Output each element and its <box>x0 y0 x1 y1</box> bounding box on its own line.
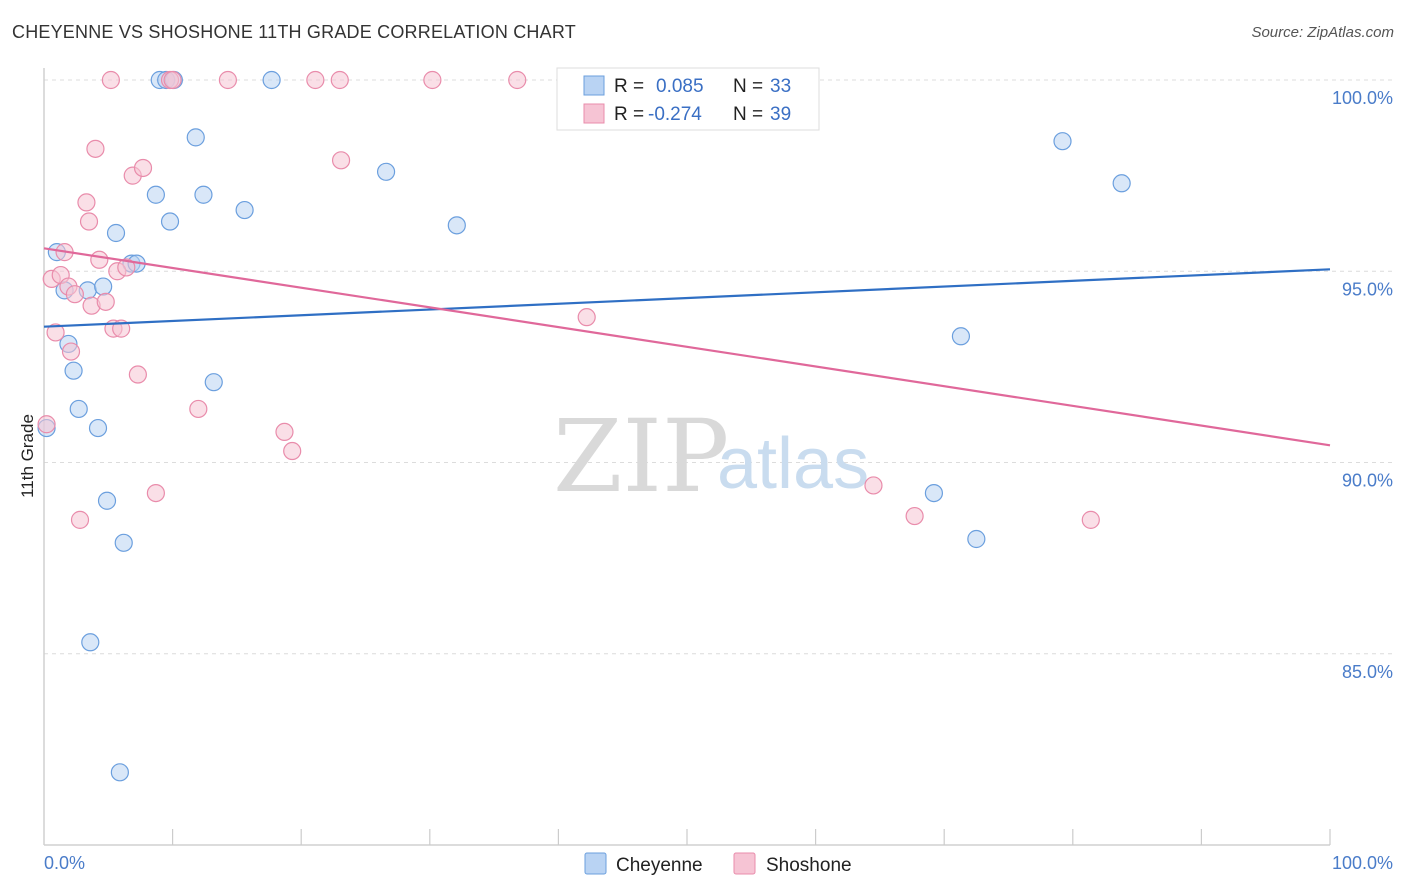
cheyenne-swatch <box>583 75 605 96</box>
cheyenne-point <box>951 327 971 346</box>
shoshone-point <box>330 70 349 90</box>
cheyenne-r-label: R = <box>614 76 644 97</box>
series-shoshone <box>37 70 1100 529</box>
x-tick-label-max: 100.0% <box>1332 853 1393 873</box>
cheyenne-point <box>110 763 129 782</box>
shoshone-point <box>96 292 115 311</box>
shoshone-n-value: 39 <box>770 104 791 125</box>
shoshone-point <box>163 70 182 90</box>
cheyenne-point <box>924 484 944 503</box>
shoshone-r-label: R = <box>614 104 644 125</box>
cheyenne-point <box>88 418 108 438</box>
cheyenne-point <box>447 216 466 235</box>
x-tick-label-min: 0.0% <box>44 853 85 873</box>
cheyenne-point <box>186 128 205 147</box>
cheyenne-point <box>235 200 254 220</box>
shoshone-point <box>1081 510 1100 529</box>
shoshone-point <box>133 158 153 178</box>
shoshone-point <box>61 342 81 361</box>
shoshone-swatch <box>583 103 605 124</box>
stats-legend: R = 0.085 N = 33 R = -0.274 N = 39 <box>556 67 820 131</box>
cheyenne-point <box>81 633 100 652</box>
shoshone-point <box>86 139 105 158</box>
shoshone-point <box>77 193 96 212</box>
shoshone-point <box>37 415 56 434</box>
cheyenne-trend-line <box>43 268 1331 328</box>
source-attribution: Source: ZipAtlas.com <box>1251 24 1394 41</box>
shoshone-point <box>218 70 237 90</box>
cheyenne-point <box>97 491 117 510</box>
shoshone-point <box>275 422 294 441</box>
shoshone-point <box>189 399 208 419</box>
cheyenne-point <box>967 529 986 549</box>
cheyenne-n-value: 33 <box>770 76 791 97</box>
shoshone-point <box>577 308 596 327</box>
cheyenne-point <box>1112 174 1131 193</box>
shoshone-point <box>128 365 147 384</box>
shoshone-r-value: -0.274 <box>648 104 702 125</box>
cheyenne-point <box>146 185 165 204</box>
series-legend: Cheyenne Shoshone <box>584 852 852 876</box>
legend-cheyenne-swatch <box>584 852 607 875</box>
cheyenne-point <box>204 373 223 392</box>
legend-cheyenne-label: Cheyenne <box>616 855 703 876</box>
cheyenne-point <box>194 185 213 204</box>
y-tick-label: 85.0% <box>1342 662 1393 682</box>
trend-lines <box>43 247 1331 447</box>
watermark-zip: ZIP <box>553 398 729 515</box>
cheyenne-point <box>114 533 133 552</box>
cheyenne-point <box>106 223 126 243</box>
y-tick-label: 90.0% <box>1342 471 1393 491</box>
shoshone-n-label: N = <box>733 104 763 125</box>
cheyenne-r-value: 0.085 <box>656 76 704 97</box>
cheyenne-point <box>69 399 88 419</box>
chart-title: CHEYENNE VS SHOSHONE 11TH GRADE CORRELAT… <box>12 22 576 42</box>
shoshone-point <box>101 70 120 90</box>
x-axis-ticks <box>172 829 1331 845</box>
shoshone-point <box>79 212 99 231</box>
shoshone-point <box>46 323 65 342</box>
shoshone-point <box>306 70 325 90</box>
shoshone-point <box>864 476 883 495</box>
cheyenne-n-label: N = <box>733 76 763 97</box>
cheyenne-point <box>376 162 396 181</box>
y-tick-label: 100.0% <box>1332 88 1393 108</box>
shoshone-point <box>65 285 84 304</box>
shoshone-point <box>331 151 351 170</box>
shoshone-trend-line <box>43 247 1331 447</box>
cheyenne-point <box>160 212 180 231</box>
shoshone-point <box>146 484 165 503</box>
cheyenne-point <box>64 361 83 380</box>
shoshone-point <box>70 510 90 529</box>
watermark-atlas: atlas <box>717 424 869 504</box>
shoshone-point <box>423 70 442 90</box>
gridlines <box>44 79 1394 655</box>
data-points <box>37 70 1131 782</box>
y-tick-label: 95.0% <box>1342 279 1393 299</box>
cheyenne-point <box>262 70 281 90</box>
shoshone-point <box>90 250 109 269</box>
y-tick-labels: 85.0% 90.0% 95.0% 100.0% <box>1332 88 1393 682</box>
y-axis-title: 11th Grade <box>18 414 37 498</box>
cheyenne-point <box>94 277 113 296</box>
shoshone-point <box>283 441 302 461</box>
legend-shoshone-label: Shoshone <box>766 855 852 876</box>
shoshone-point <box>508 70 527 90</box>
shoshone-point <box>117 258 136 277</box>
shoshone-point <box>905 506 924 526</box>
legend-shoshone-swatch <box>733 852 756 875</box>
cheyenne-point <box>1053 132 1072 151</box>
watermark: ZIP atlas <box>553 398 869 515</box>
